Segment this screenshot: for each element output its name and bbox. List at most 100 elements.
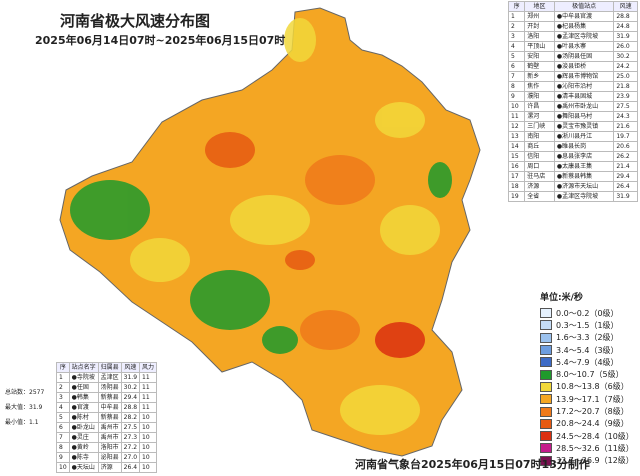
row: 4 ●官渡 中牟县 28.8 11 bbox=[56, 402, 158, 413]
header-cell: 序 bbox=[56, 362, 70, 373]
cell: 三门峡 bbox=[524, 121, 555, 132]
header-cell: 站点名字 bbox=[68, 362, 99, 373]
header-cell: 极值站点 bbox=[553, 1, 615, 12]
subtitle: 2025年06月14日07时~2025年06月15日07时 bbox=[35, 34, 286, 47]
row: 12 三门峡 ●灵宝市豫灵镇 21.6 bbox=[507, 121, 638, 132]
row: 2 开封 ●杞县杨集 24.8 bbox=[507, 21, 638, 32]
cell: 26.2 bbox=[613, 151, 638, 162]
cell: 31.9 bbox=[120, 372, 141, 383]
cell: 11 bbox=[139, 402, 158, 413]
cell: 27.2 bbox=[120, 442, 141, 453]
row: 3 洛阳 ●孟津区寺院坡 31.9 bbox=[507, 31, 638, 42]
station-table: 序站点名字 归属县 风速 风力 1 ●寺院坡 孟津区 31.9 11 2 ●任固 汤阴县 30.2 11 3… bbox=[56, 362, 158, 473]
cell: 31.9 bbox=[613, 191, 638, 202]
cell: 商丘 bbox=[524, 141, 555, 152]
legend-label: 17.2～20.7（8级） bbox=[556, 407, 629, 417]
cell: 7 bbox=[507, 71, 526, 82]
cell: 2 bbox=[507, 21, 526, 32]
legend-label: 24.5～28.4（10级） bbox=[556, 431, 634, 441]
legend-swatch bbox=[540, 320, 552, 331]
cell: 新蔡县 bbox=[97, 412, 122, 423]
row: 7 ●灵庄 禹州市 27.3 10 bbox=[56, 432, 158, 443]
cell: ●韩集 bbox=[68, 392, 99, 403]
legend-item: 0.3～1.5（1级） bbox=[540, 319, 634, 331]
cell: 孟津区 bbox=[97, 372, 122, 383]
cell: 12 bbox=[507, 121, 526, 132]
cell: 24.3 bbox=[613, 111, 638, 122]
legend-unit: 单位:米/秒 bbox=[540, 293, 583, 303]
cell: 10 bbox=[139, 422, 158, 433]
legend-swatch bbox=[540, 381, 552, 392]
legend-swatch bbox=[540, 345, 552, 356]
cell: 周口 bbox=[524, 161, 555, 172]
cell: 3 bbox=[507, 31, 526, 42]
cell: 濮阳 bbox=[524, 91, 555, 102]
legend-label: 0.0～0.2（0级） bbox=[556, 308, 619, 318]
legend-item: 5.4～7.9（4级） bbox=[540, 356, 634, 368]
cell: 全省 bbox=[524, 191, 555, 202]
cell: 11 bbox=[139, 392, 158, 403]
cell: 26.4 bbox=[120, 462, 141, 473]
cell: 16 bbox=[507, 161, 526, 172]
cell: ●新蔡县韩集 bbox=[553, 171, 615, 182]
cell: 21.6 bbox=[613, 121, 638, 132]
legend-item: 3.4～5.4（3级） bbox=[540, 344, 634, 356]
cell: 30.2 bbox=[613, 51, 638, 62]
cell: 11 bbox=[139, 372, 158, 383]
legend-label: 1.6～3.3（2级） bbox=[556, 333, 619, 343]
row: 1 郑州 ●中牟县官渡 28.8 bbox=[507, 11, 638, 22]
cell: ●太康县王集 bbox=[553, 161, 615, 172]
cell: ●睢县长岗 bbox=[553, 141, 615, 152]
cell: ●天坛山 bbox=[68, 462, 99, 473]
cell: ●舞阳县马村 bbox=[553, 111, 615, 122]
cell: 7 bbox=[56, 432, 70, 443]
cell: 8 bbox=[507, 81, 526, 92]
cell: 13 bbox=[507, 131, 526, 142]
cell: 24.8 bbox=[613, 21, 638, 32]
row: 6 ●卧龙山 禹州市 27.5 10 bbox=[56, 422, 158, 433]
cell: 27.5 bbox=[613, 101, 638, 112]
legend-swatch bbox=[540, 431, 552, 442]
stats: 总站数：2577 最大值：31.9 最小值：1.1 bbox=[5, 385, 44, 430]
legend-label: 10.8～13.8（6级） bbox=[556, 382, 629, 392]
cell: 21.8 bbox=[613, 81, 638, 92]
row: 13 南阳 ●淅川县丹江 19.7 bbox=[507, 131, 638, 142]
cell: 28.8 bbox=[120, 402, 141, 413]
header-cell: 风力 bbox=[139, 362, 158, 373]
cell: 5 bbox=[56, 412, 70, 423]
cell: 14 bbox=[507, 141, 526, 152]
cell: ●息县张李店 bbox=[553, 151, 615, 162]
legend-label: 13.9～17.1（7级） bbox=[556, 394, 629, 404]
cell: 18 bbox=[507, 181, 526, 192]
legend-item: 1.6～3.3（2级） bbox=[540, 332, 634, 344]
row: 15 信阳 ●息县张李店 26.2 bbox=[507, 151, 638, 162]
legend-label: 5.4～7.9（4级） bbox=[556, 357, 619, 367]
cell: 济源 bbox=[524, 181, 555, 192]
cell: 鹤壁 bbox=[524, 61, 555, 72]
legend-item: 20.8～24.4（9级） bbox=[540, 418, 634, 430]
legend-swatch bbox=[540, 443, 552, 454]
cell: 2 bbox=[56, 382, 70, 393]
legend-swatch bbox=[540, 369, 552, 380]
cell: 禹州市 bbox=[97, 432, 122, 443]
cell: 漯河 bbox=[524, 111, 555, 122]
cell: ●沁阳市沿村 bbox=[553, 81, 615, 92]
row: 11 漯河 ●舞阳县马村 24.3 bbox=[507, 111, 638, 122]
legend-swatch bbox=[540, 418, 552, 429]
cell: 17 bbox=[507, 171, 526, 182]
cell: 27.5 bbox=[120, 422, 141, 433]
legend-swatch bbox=[540, 357, 552, 368]
row: 18 济源 ●济源市天坛山 26.4 bbox=[507, 181, 638, 192]
cell: 19.7 bbox=[613, 131, 638, 142]
cell: 6 bbox=[56, 422, 70, 433]
legend-item: 17.2～20.7（8级） bbox=[540, 405, 634, 417]
cell: 26.0 bbox=[613, 41, 638, 52]
cell: 信阳 bbox=[524, 151, 555, 162]
row: 16 周口 ●太康县王集 21.4 bbox=[507, 161, 638, 172]
header-cell: 风速 bbox=[120, 362, 141, 373]
header-cell: 风速 bbox=[613, 1, 638, 12]
cell: 27.3 bbox=[120, 432, 141, 443]
cell: ●浚县钜桥 bbox=[553, 61, 615, 72]
header-row: 序地区 极值站点 风速 bbox=[507, 1, 638, 12]
cell: 26.4 bbox=[613, 181, 638, 192]
